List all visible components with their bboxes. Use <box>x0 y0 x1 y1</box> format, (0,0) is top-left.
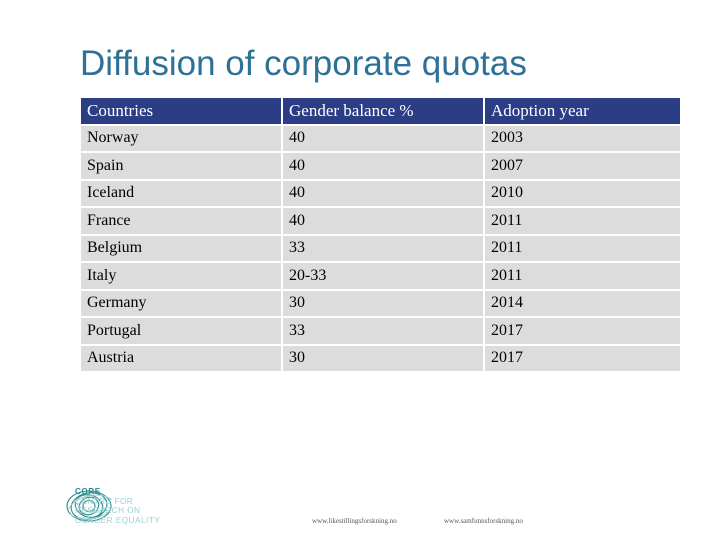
table-row: Norway 40 2003 <box>81 125 680 151</box>
gender-balance-cell: 30 <box>283 345 483 371</box>
core-logo-text: CORE CENTRE FOR RESEARCH ON GENDER EQUAL… <box>75 487 160 525</box>
table-row: Germany 30 2014 <box>81 290 680 316</box>
table-row: France 40 2011 <box>81 208 680 234</box>
country-cell: Germany <box>81 290 281 316</box>
country-cell: Austria <box>81 345 281 371</box>
adoption-year-cell: 2017 <box>485 318 680 344</box>
gender-balance-cell: 40 <box>283 153 483 179</box>
country-cell: Spain <box>81 153 281 179</box>
table-row: Portugal 33 2017 <box>81 318 680 344</box>
gender-balance-cell: 33 <box>283 235 483 261</box>
core-logo-icon <box>66 490 113 522</box>
header-countries: Countries <box>81 98 281 124</box>
adoption-year-cell: 2011 <box>485 263 680 289</box>
logo-line-research: RESEARCH ON <box>75 506 141 516</box>
table-row: Belgium 33 2011 <box>81 235 680 261</box>
adoption-year-cell: 2007 <box>485 153 680 179</box>
footer-url-right[interactable]: www.samfunnsforskning.no <box>444 517 523 525</box>
country-cell: Portugal <box>81 318 281 344</box>
table-header-row: Countries Gender balance % Adoption year <box>81 98 680 124</box>
logo-line-gender: GENDER EQUALITY <box>75 515 161 525</box>
header-gender-balance: Gender balance % <box>283 98 483 124</box>
adoption-year-cell: 2014 <box>485 290 680 316</box>
table-row: Iceland 40 2010 <box>81 180 680 206</box>
quota-table: Countries Gender balance % Adoption year… <box>79 96 682 373</box>
footer-url-left[interactable]: www.likestillingsforskning.no <box>312 517 397 525</box>
gender-balance-cell: 33 <box>283 318 483 344</box>
table-row: Austria 30 2017 <box>81 345 680 371</box>
table-row: Spain 40 2007 <box>81 153 680 179</box>
country-cell: Belgium <box>81 235 281 261</box>
table-row: Italy 20-33 2011 <box>81 263 680 289</box>
country-cell: Norway <box>81 125 281 151</box>
slide-title: Diffusion of corporate quotas <box>80 44 527 83</box>
adoption-year-cell: 2011 <box>485 235 680 261</box>
adoption-year-cell: 2011 <box>485 208 680 234</box>
country-cell: Iceland <box>81 180 281 206</box>
adoption-year-cell: 2010 <box>485 180 680 206</box>
gender-balance-cell: 30 <box>283 290 483 316</box>
adoption-year-cell: 2017 <box>485 345 680 371</box>
header-adoption-year: Adoption year <box>485 98 680 124</box>
logo-line-centre: CENTRE FOR <box>75 496 134 506</box>
adoption-year-cell: 2003 <box>485 125 680 151</box>
country-cell: France <box>81 208 281 234</box>
gender-balance-cell: 40 <box>283 208 483 234</box>
country-cell: Italy <box>81 263 281 289</box>
gender-balance-cell: 40 <box>283 180 483 206</box>
gender-balance-cell: 20-33 <box>283 263 483 289</box>
gender-balance-cell: 40 <box>283 125 483 151</box>
logo-line-core: CORE <box>75 487 101 496</box>
